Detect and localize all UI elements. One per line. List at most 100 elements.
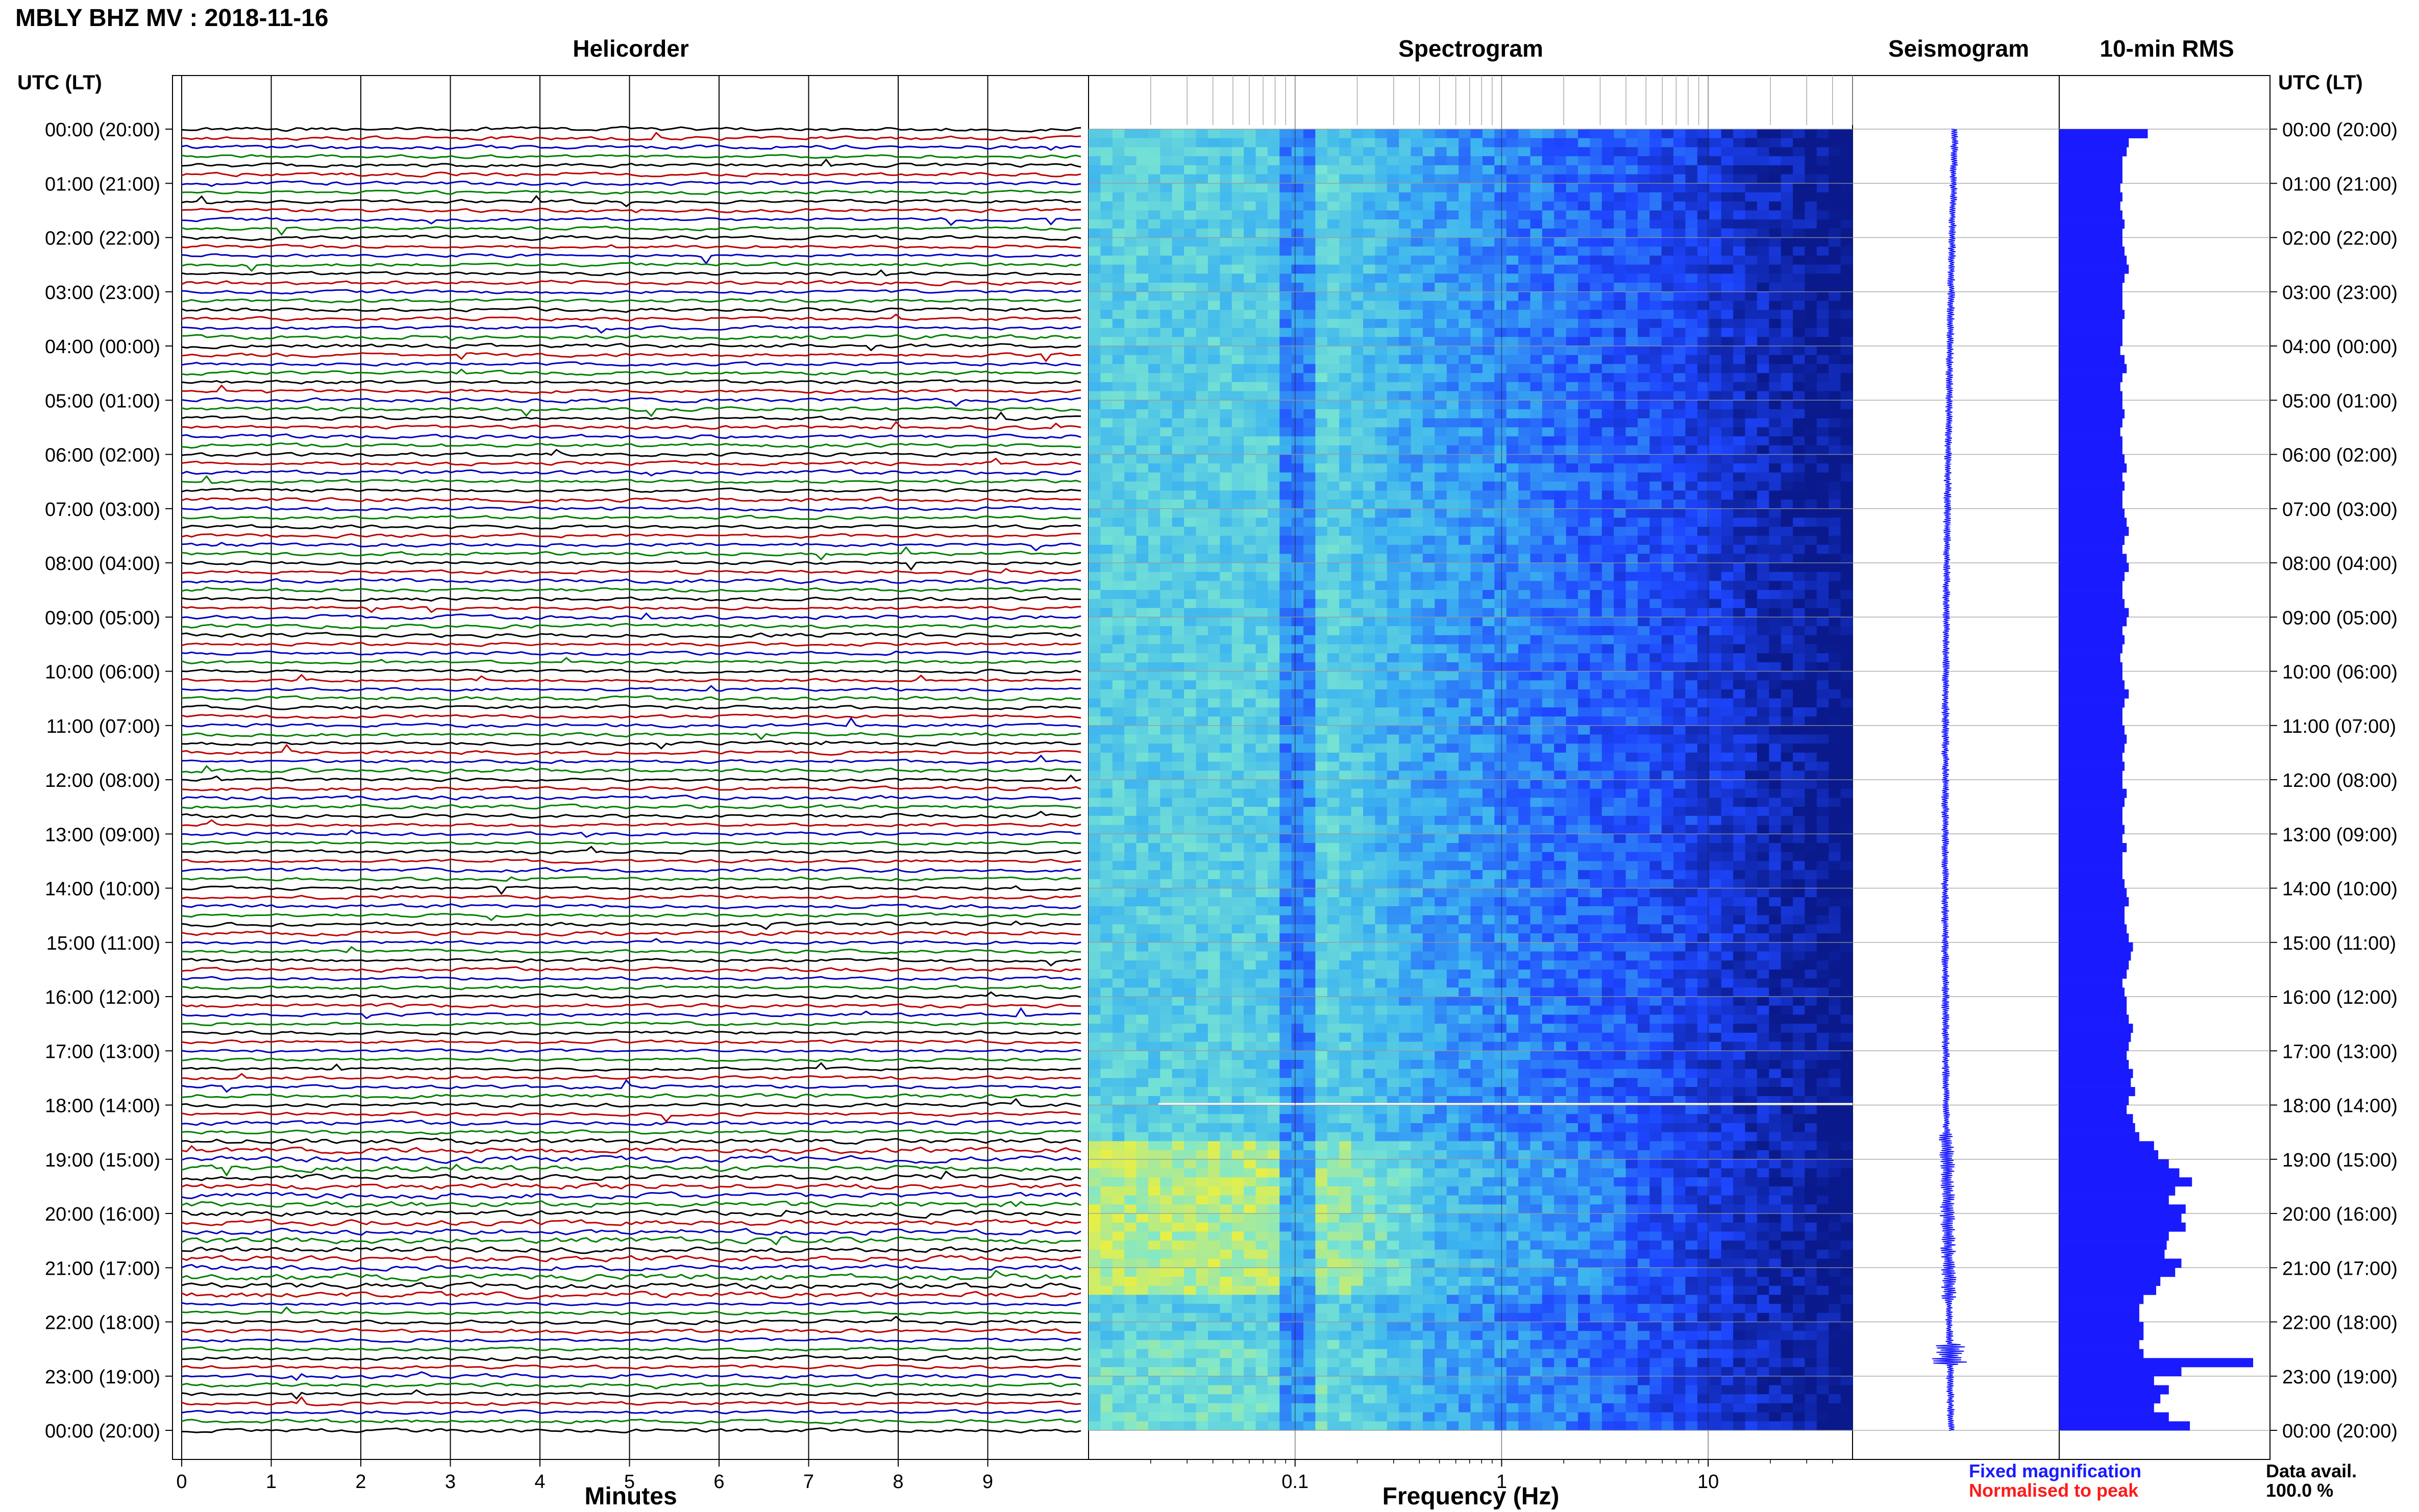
spectrogram-cell bbox=[1816, 427, 1829, 437]
spectrogram-cell bbox=[1459, 508, 1471, 518]
spectrogram-cell bbox=[1721, 355, 1734, 364]
spectrogram-cell bbox=[1112, 337, 1125, 346]
spectrogram-cell bbox=[1231, 481, 1244, 491]
spectrogram-cell bbox=[1530, 174, 1543, 184]
spectrogram-cell bbox=[1315, 283, 1328, 292]
spectrogram-cell bbox=[1518, 752, 1531, 762]
spectrogram-cell bbox=[1793, 328, 1805, 337]
spectrogram-cell bbox=[1530, 301, 1543, 310]
spectrogram-cell bbox=[1781, 129, 1793, 139]
spectrogram-cell bbox=[1363, 291, 1375, 301]
spectrogram-cell bbox=[1781, 264, 1793, 274]
spectrogram-cell bbox=[1816, 771, 1829, 780]
spectrogram-cell bbox=[1124, 527, 1137, 536]
spectrogram-cell bbox=[1578, 788, 1590, 798]
spectrogram-cell bbox=[1518, 608, 1531, 617]
spectrogram-cell bbox=[1638, 716, 1650, 726]
spectrogram-cell bbox=[1530, 563, 1543, 573]
spectrogram-cell bbox=[1745, 445, 1758, 455]
spectrogram-cell bbox=[1207, 725, 1220, 735]
spectrogram-cell bbox=[1661, 798, 1674, 807]
spectrogram-cell bbox=[1303, 228, 1316, 238]
spectrogram-cell bbox=[1816, 535, 1829, 546]
spectrogram-cell bbox=[1840, 788, 1853, 798]
spectrogram-cell bbox=[1494, 716, 1507, 726]
spectrogram-cell bbox=[1112, 147, 1125, 157]
spectrogram-cell bbox=[1399, 662, 1412, 672]
spectrogram-cell bbox=[1148, 328, 1161, 337]
spectrogram-cell bbox=[1267, 798, 1280, 807]
spectrogram-cell bbox=[1542, 490, 1554, 500]
spectrogram-cell bbox=[1614, 310, 1626, 319]
spectrogram-cell bbox=[1781, 608, 1793, 617]
spectrogram-cell bbox=[1506, 500, 1519, 509]
spectrogram-cell bbox=[1196, 500, 1208, 509]
spectrogram-cell bbox=[1339, 653, 1352, 663]
spectrogram-cell bbox=[1327, 788, 1340, 798]
spectrogram-cell bbox=[1112, 391, 1125, 401]
spectrogram-cell bbox=[1769, 500, 1782, 509]
spectrogram-cell bbox=[1459, 165, 1471, 175]
spectrogram-cell bbox=[1649, 671, 1662, 681]
spectrogram-cell bbox=[1363, 255, 1375, 265]
spectrogram-cell bbox=[1816, 391, 1829, 401]
spectrogram-cell bbox=[1422, 418, 1435, 428]
spectrogram-cell bbox=[1793, 807, 1805, 816]
spectrogram-cell bbox=[1363, 391, 1375, 401]
spectrogram-cell bbox=[1757, 517, 1769, 527]
spectrogram-cell bbox=[1363, 508, 1375, 518]
spectrogram-cell bbox=[1745, 707, 1758, 717]
spectrogram-cell bbox=[1625, 129, 1638, 139]
spectrogram-cell bbox=[1805, 508, 1817, 518]
spectrogram-cell bbox=[1721, 716, 1734, 726]
spectrogram-cell bbox=[1721, 807, 1734, 816]
spectrogram-cell bbox=[1757, 807, 1769, 816]
spectrogram-cell bbox=[1793, 264, 1805, 274]
spectrogram-cell bbox=[1351, 454, 1364, 464]
spectrogram-cell bbox=[1112, 472, 1125, 482]
spectrogram-cell bbox=[1470, 689, 1483, 699]
spectrogram-cell bbox=[1601, 291, 1614, 301]
spectrogram-cell bbox=[1351, 689, 1364, 699]
spectrogram-cell bbox=[1578, 608, 1590, 617]
spectrogram-cell bbox=[1136, 626, 1149, 636]
spectrogram-cell bbox=[1411, 780, 1423, 789]
spectrogram-cell bbox=[1291, 635, 1304, 645]
spectrogram-cell bbox=[1482, 761, 1495, 771]
spectrogram-cell bbox=[1148, 255, 1161, 265]
spectrogram-cell bbox=[1661, 825, 1674, 834]
spectrogram-cell bbox=[1184, 599, 1197, 608]
spectrogram-cell bbox=[1184, 689, 1197, 699]
spectrogram-cell bbox=[1435, 183, 1447, 193]
spectrogram-cell bbox=[1625, 535, 1638, 546]
spectrogram-cell bbox=[1422, 283, 1435, 292]
spectrogram-cell bbox=[1840, 228, 1853, 238]
spectrogram-cell bbox=[1840, 445, 1853, 455]
spectrogram-cell bbox=[1160, 283, 1173, 292]
spectrogram-cell bbox=[1781, 481, 1793, 491]
spectrogram-cell bbox=[1446, 382, 1459, 391]
spectrogram-cell bbox=[1315, 373, 1328, 383]
spectrogram-cell bbox=[1840, 481, 1853, 491]
spectrogram-cell bbox=[1673, 725, 1686, 735]
spectrogram-cell bbox=[1638, 138, 1650, 147]
spectrogram-cell bbox=[1494, 165, 1507, 175]
spectrogram-cell bbox=[1638, 174, 1650, 184]
spectrogram-cell bbox=[1518, 445, 1531, 455]
spectrogram-cell bbox=[1089, 743, 1101, 753]
spectrogram-cell bbox=[1089, 707, 1101, 717]
spectrogram-cell bbox=[1590, 780, 1602, 789]
spectrogram-cell bbox=[1411, 698, 1423, 708]
spectrogram-cell bbox=[1291, 463, 1304, 473]
spectrogram-cell bbox=[1244, 671, 1256, 681]
spectrogram-cell bbox=[1446, 807, 1459, 816]
spectrogram-cell bbox=[1422, 237, 1435, 247]
spectrogram-cell bbox=[1518, 183, 1531, 193]
spectrogram-cell bbox=[1100, 301, 1113, 310]
spectrogram-cell bbox=[1267, 418, 1280, 428]
spectrogram-cell bbox=[1578, 599, 1590, 608]
spectrogram-cell bbox=[1685, 535, 1698, 546]
spectrogram-cell bbox=[1685, 463, 1698, 473]
spectrogram-cell bbox=[1244, 373, 1256, 383]
spectrogram-cell bbox=[1673, 228, 1686, 238]
